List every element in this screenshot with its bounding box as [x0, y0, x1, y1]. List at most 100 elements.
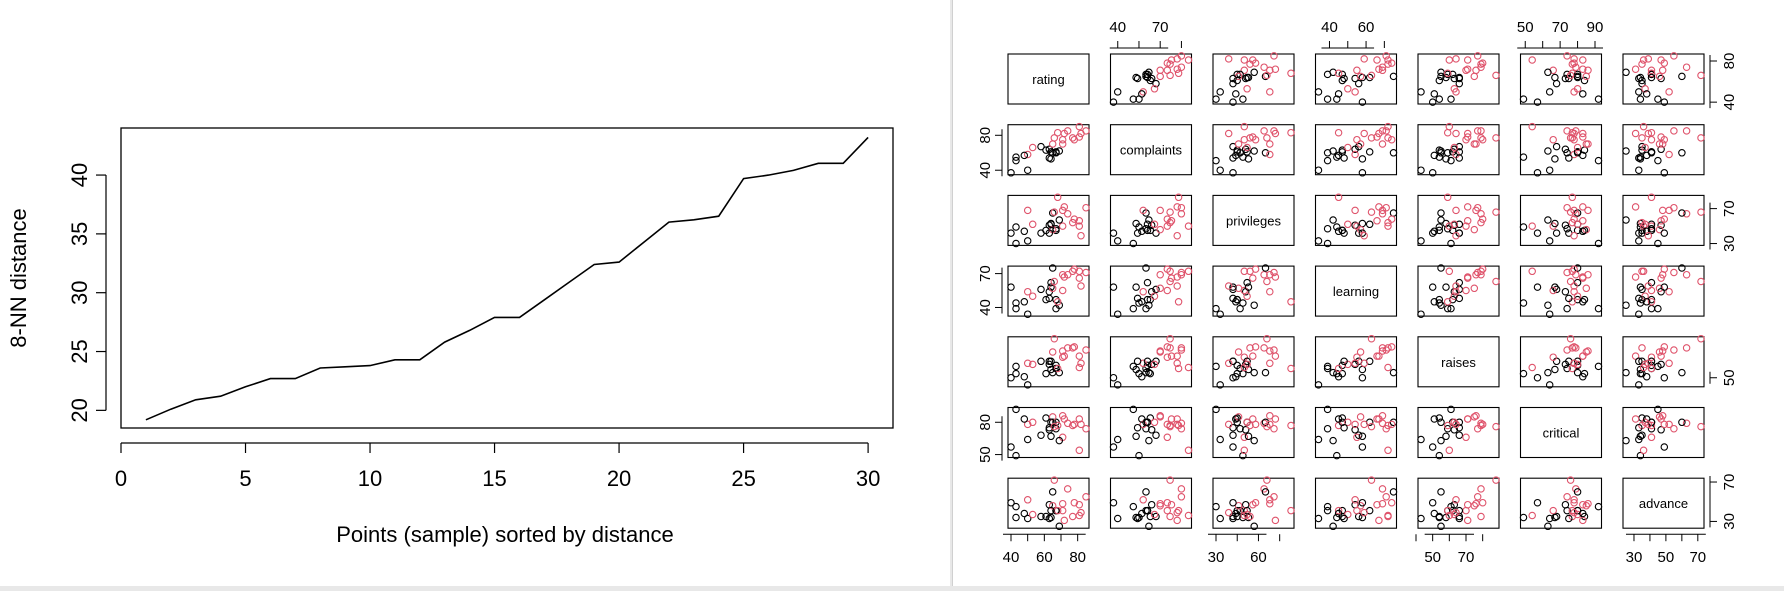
scatter-point: [1232, 415, 1240, 423]
scatter-point: [1452, 55, 1460, 63]
scatter-point: [1109, 373, 1118, 382]
scatter-point: [1224, 282, 1233, 290]
scatter-point: [1638, 134, 1646, 142]
scatter-point: [1660, 229, 1669, 237]
scatter-point: [1382, 424, 1390, 433]
scatter-point: [1166, 476, 1174, 484]
scatter-point: [1234, 348, 1243, 356]
scatter-point: [1241, 426, 1250, 434]
scatter-point: [1145, 368, 1153, 377]
scatter-point: [1063, 210, 1072, 218]
scatter-point: [1007, 229, 1015, 237]
scatter-point: [1163, 506, 1172, 515]
scatter-point: [1045, 514, 1054, 523]
matrix-cell-frame: [1622, 477, 1705, 529]
scatter-point: [1232, 151, 1240, 160]
scatter-point: [1239, 451, 1247, 460]
scatter-point: [1572, 344, 1580, 352]
scatter-point: [1473, 493, 1482, 501]
scatter-point: [1417, 435, 1425, 444]
scatter-point: [1177, 268, 1186, 277]
scatter-point: [1492, 208, 1500, 216]
scatter-point: [1012, 156, 1020, 165]
scatter-point: [1132, 73, 1140, 82]
scatter-point: [1579, 90, 1587, 98]
scatter-point: [1023, 420, 1032, 429]
scatter-point: [1244, 365, 1253, 374]
scatter-point: [1266, 412, 1274, 420]
scatter-point: [1166, 512, 1174, 521]
x-axis-label: Points (sample) sorted by distance: [336, 522, 674, 547]
scatter-point: [1314, 435, 1323, 444]
scatter-point: [1665, 287, 1673, 296]
scatter-point: [1477, 127, 1485, 135]
scatter-point: [1582, 501, 1591, 510]
scatter-point: [1152, 512, 1160, 521]
scatter-point: [1358, 443, 1367, 451]
scatter-point: [1360, 359, 1368, 368]
scatter-point: [1455, 220, 1464, 229]
scatter-point: [1132, 283, 1140, 291]
scatter-point: [1358, 98, 1367, 106]
scatter-point: [1470, 413, 1479, 421]
scatter-point: [1334, 415, 1343, 423]
scatter-point: [1375, 415, 1383, 423]
scatter-point: [1250, 68, 1258, 77]
scatter-point: [1594, 239, 1603, 248]
scatter-point: [1478, 215, 1487, 223]
scatter-point: [1075, 500, 1084, 509]
left-panel: 0 5 10 15 20 25 30 20 25 30 35 40 Points (sample) s…: [0, 0, 950, 586]
scatter-point: [1249, 274, 1257, 282]
scatter-point: [1323, 156, 1332, 165]
scatter-point: [1028, 220, 1037, 229]
scatter-point: [1584, 499, 1592, 508]
scatter-point: [1697, 334, 1705, 343]
scatter-point: [1271, 273, 1280, 281]
scatter-point: [1639, 56, 1648, 64]
scatter-point: [1340, 357, 1348, 366]
scatter-point: [1638, 344, 1646, 352]
scatter-point: [1367, 134, 1376, 142]
scatter-point: [1473, 424, 1482, 433]
scatter-point: [1173, 203, 1181, 211]
scatter-point: [1351, 359, 1359, 368]
scatter-point: [1384, 60, 1392, 68]
scatter-point: [1635, 154, 1643, 162]
scatter-point: [1387, 498, 1396, 507]
scatter-point: [1082, 268, 1090, 277]
scatter-point: [1163, 343, 1172, 351]
scatter-point: [1631, 352, 1640, 360]
scatter-point: [1563, 364, 1571, 373]
scatter-point: [1367, 422, 1376, 431]
scatter-point: [1037, 229, 1045, 237]
scatter-point: [1594, 362, 1603, 371]
scatter-point: [1647, 148, 1656, 156]
y-tick-label: 35: [67, 222, 92, 246]
scatter-point: [1133, 423, 1142, 432]
variable-label-advance: advance: [1639, 496, 1688, 511]
scatter-point: [1012, 502, 1020, 511]
scatter-point: [1375, 203, 1383, 211]
scatter-point: [1251, 265, 1260, 273]
scatter-point: [1455, 74, 1464, 83]
scatter-point: [1163, 353, 1172, 361]
scatter-point: [1263, 476, 1271, 484]
scatter-point: [1552, 512, 1561, 521]
scatter-point: [1261, 488, 1270, 496]
scatter-point: [1143, 73, 1152, 82]
scatter-point: [1572, 63, 1580, 71]
left-tick-label: 70: [977, 265, 994, 282]
scatter-point: [1012, 239, 1020, 248]
scatter-point: [1570, 129, 1578, 138]
scatter-point: [1077, 359, 1085, 368]
right-tick-label: 80: [1721, 53, 1738, 70]
scatter-point: [1382, 493, 1390, 501]
scatter-point: [1660, 135, 1669, 144]
scatter-point: [1657, 221, 1665, 229]
scatter-point: [1356, 140, 1365, 148]
scatter-point: [1263, 422, 1271, 431]
scatter-point: [1635, 166, 1643, 174]
scatter-point: [1113, 381, 1122, 389]
scatter-point: [1323, 224, 1332, 233]
scatter-point: [1037, 142, 1045, 151]
